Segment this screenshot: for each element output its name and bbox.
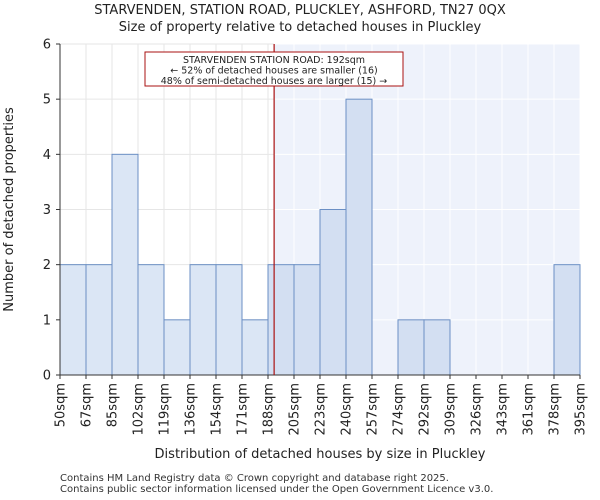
x-tick-label: 50sqm (54, 383, 69, 427)
x-tick-label: 102sqm (132, 383, 147, 436)
x-tick-label: 274sqm (392, 383, 407, 436)
footer-line-2: Contains public sector information licen… (60, 484, 494, 495)
bar (189, 264, 217, 376)
bar (553, 264, 581, 376)
y-axis-label: Number of detached properties (2, 107, 17, 312)
bar (215, 264, 243, 376)
y-tick-label: 4 (43, 148, 51, 163)
y-tick-label: 3 (43, 203, 51, 218)
footer-line-1: Contains HM Land Registry data © Crown c… (60, 473, 449, 484)
bar (293, 264, 321, 376)
annotation-line: 48% of semi-detached houses are larger (… (161, 76, 388, 87)
x-tick-label: 205sqm (288, 383, 303, 436)
y-tick-label: 0 (43, 369, 51, 384)
bar (163, 319, 191, 376)
bar (345, 98, 373, 376)
annotation-line: ← 52% of detached houses are smaller (16… (170, 66, 377, 77)
chart-title: STARVENDEN, STATION ROAD, PLUCKLEY, ASHF… (94, 3, 506, 18)
bar (397, 319, 425, 376)
chart-subtitle: Size of property relative to detached ho… (118, 20, 482, 35)
x-tick-label: 154sqm (210, 383, 225, 436)
x-tick-label: 309sqm (444, 383, 459, 436)
annotation-box (144, 51, 404, 87)
y-tick-label: 6 (43, 38, 51, 53)
x-tick-label: 292sqm (418, 383, 433, 436)
x-tick-label: 67sqm (80, 383, 95, 427)
x-tick-label: 136sqm (184, 383, 199, 436)
bar (423, 319, 451, 376)
x-tick-label: 223sqm (314, 383, 329, 436)
x-tick-label: 378sqm (548, 383, 563, 436)
x-tick-label: 119sqm (158, 383, 173, 436)
x-tick-label: 326sqm (470, 383, 485, 436)
bar (59, 264, 87, 376)
bar (267, 264, 295, 376)
bar (111, 153, 139, 376)
x-axis-label: Distribution of detached houses by size … (155, 447, 486, 462)
annotation-line: STARVENDEN STATION ROAD: 192sqm (183, 55, 365, 66)
bar (319, 209, 347, 376)
bar (85, 264, 113, 376)
x-tick-label: 395sqm (574, 383, 589, 436)
y-tick-label: 1 (43, 313, 51, 328)
x-tick-label: 257sqm (366, 383, 381, 436)
y-tick-label: 5 (43, 93, 51, 108)
x-tick-label: 361sqm (522, 383, 537, 436)
x-tick-label: 171sqm (236, 383, 251, 436)
bar (137, 264, 165, 376)
x-tick-label: 85sqm (106, 383, 121, 427)
y-tick-label: 2 (43, 258, 51, 273)
x-tick-label: 343sqm (496, 383, 511, 436)
x-tick-label: 240sqm (340, 383, 355, 436)
x-tick-label: 188sqm (262, 383, 277, 436)
bar (241, 319, 269, 376)
